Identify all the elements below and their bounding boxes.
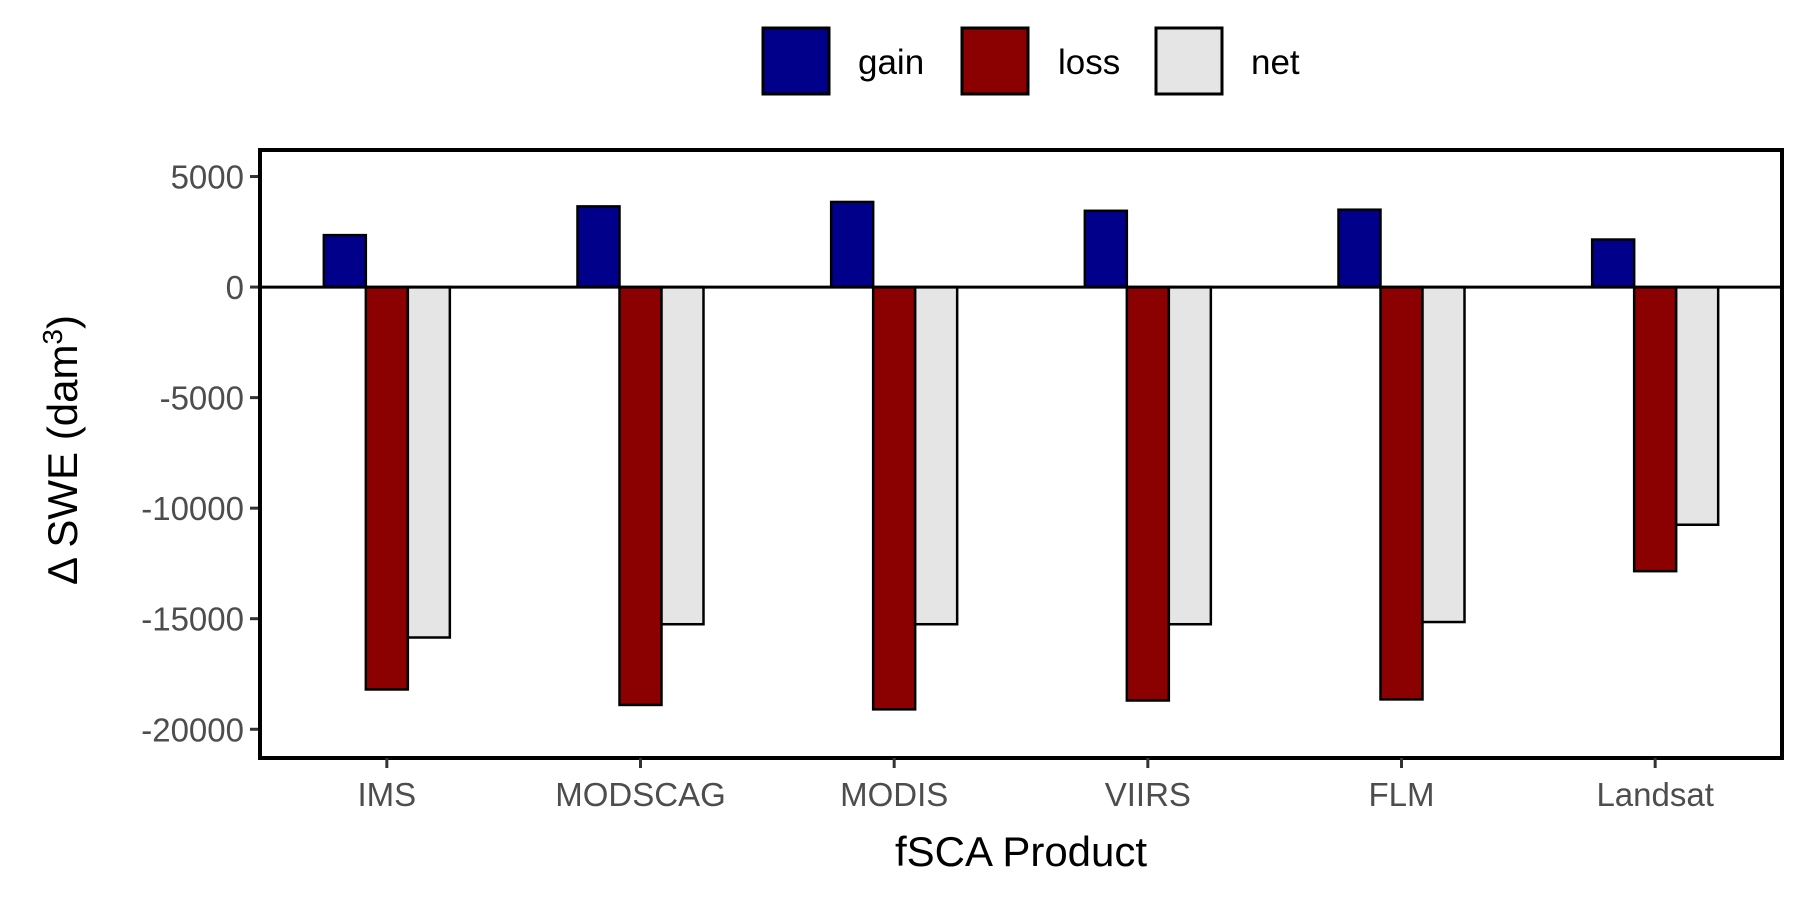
plot-bars: [322, 200, 1720, 711]
bar-loss: [618, 285, 663, 707]
x-tick-label: IMS: [357, 776, 416, 813]
bar-net: [1674, 285, 1720, 526]
y-axis-title-superscript: 3: [37, 329, 68, 345]
bar-gain: [576, 205, 621, 289]
x-axis-title: fSCA Product: [895, 828, 1147, 875]
bar-net: [660, 285, 705, 626]
bar-loss: [871, 285, 917, 711]
y-tick-label: 5000: [171, 159, 244, 196]
y-axis-title-close: ): [39, 315, 86, 329]
bar-loss: [364, 285, 410, 691]
bar-gain: [1590, 238, 1636, 289]
bar-loss: [1632, 285, 1678, 573]
bar-net: [406, 285, 452, 639]
x-tick-label: MODSCAG: [555, 776, 726, 813]
bar-gain: [1337, 208, 1382, 289]
y-tick-label: -10000: [141, 490, 244, 527]
bar-loss: [1125, 285, 1171, 702]
x-tick-label: MODIS: [840, 776, 948, 813]
legend-swatch-net: [1154, 26, 1224, 96]
y-tick-label: 0: [226, 269, 244, 306]
x-axis: IMS MODSCAG MODIS VIIRS FLM Landsat: [357, 758, 1714, 813]
x-tick-label: Landsat: [1596, 776, 1713, 813]
y-tick-label: -5000: [160, 380, 244, 417]
y-tick-label: -20000: [141, 711, 244, 748]
x-tick-label: FLM: [1369, 776, 1435, 813]
y-axis: 5000 0 -5000 -10000 -15000 -20000: [141, 159, 260, 748]
y-axis-title: Δ SWE (dam3): [37, 315, 86, 585]
bar-gain: [1083, 209, 1129, 289]
bar-loss: [1379, 285, 1424, 701]
legend: gain loss net: [761, 26, 1300, 96]
legend-label-loss: loss: [1058, 43, 1120, 82]
legend-label-net: net: [1251, 43, 1300, 82]
x-tick-label: VIIRS: [1105, 776, 1191, 813]
plot-panel: [258, 148, 1784, 760]
bar-net: [1421, 285, 1466, 624]
bar-net: [913, 285, 959, 626]
y-axis-title-main: Δ SWE (dam: [39, 345, 86, 585]
bar-net: [1167, 285, 1213, 626]
legend-swatch-loss: [960, 26, 1030, 96]
legend-label-gain: gain: [858, 43, 924, 82]
legend-swatch-gain: [761, 26, 831, 96]
bar-gain: [829, 200, 875, 289]
bar-gain: [322, 233, 368, 289]
y-tick-label: -15000: [141, 601, 244, 638]
